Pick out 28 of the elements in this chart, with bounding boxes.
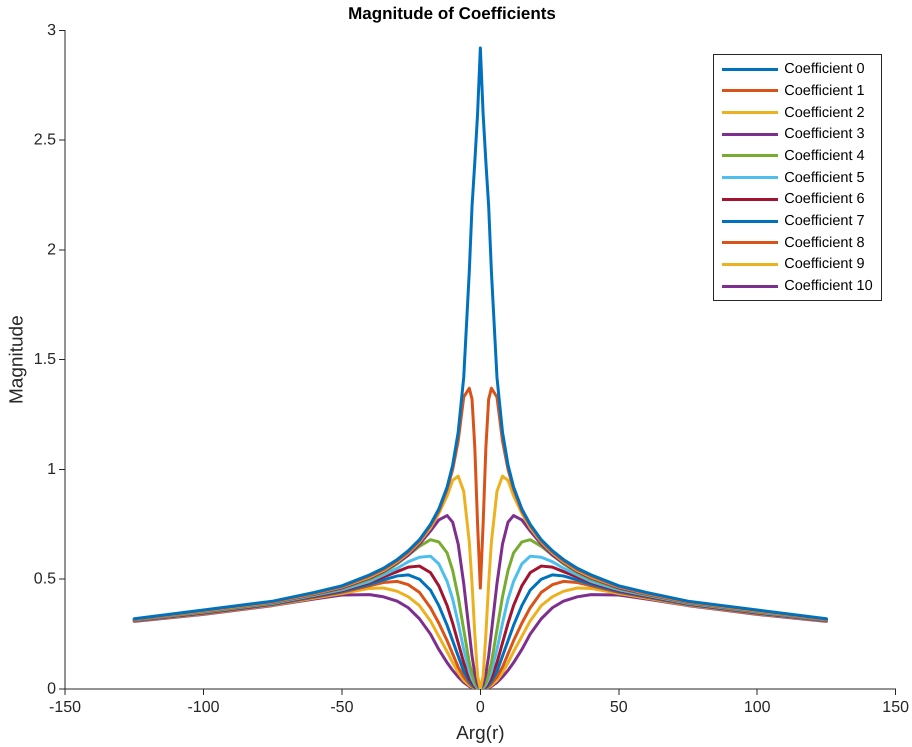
- legend-label: Coefficient 8: [784, 234, 865, 251]
- legend-label: Coefficient 1: [784, 82, 865, 99]
- x-tick-label: -150: [49, 699, 82, 716]
- y-tick-label: 2: [47, 241, 56, 258]
- y-tick-label: 3: [47, 22, 56, 39]
- legend-label: Coefficient 10: [784, 278, 873, 294]
- y-tick-label: 0: [47, 680, 56, 698]
- legend-label: Coefficient 4: [784, 148, 865, 164]
- legend-label: Coefficient 5: [784, 170, 865, 186]
- legend-label: Coefficient 9: [784, 256, 865, 272]
- legend-label: Coefficient 2: [784, 104, 865, 121]
- x-tick-label: -100: [187, 699, 220, 716]
- chart-title: Magnitude of Coefficients: [348, 4, 556, 23]
- y-tick-label: 1.5: [34, 351, 56, 368]
- legend-label: Coefficient 0: [784, 61, 865, 78]
- legend-label: Coefficient 3: [784, 126, 865, 142]
- x-tick-label: 0: [476, 699, 485, 716]
- x-tick-label: 150: [882, 699, 910, 716]
- y-tick-label: 0.5: [34, 570, 56, 588]
- legend-label: Coefficient 6: [784, 191, 865, 208]
- legend-label: Coefficient 7: [784, 213, 865, 230]
- y-axis-title: Magnitude: [6, 315, 28, 404]
- x-tick-label: 50: [610, 699, 628, 716]
- y-tick-label: 1: [47, 460, 56, 478]
- x-axis-title: Arg(r): [456, 722, 505, 744]
- x-tick-label: 100: [744, 699, 771, 716]
- y-tick-label: 2.5: [34, 132, 56, 149]
- x-tick-label: -50: [330, 699, 354, 716]
